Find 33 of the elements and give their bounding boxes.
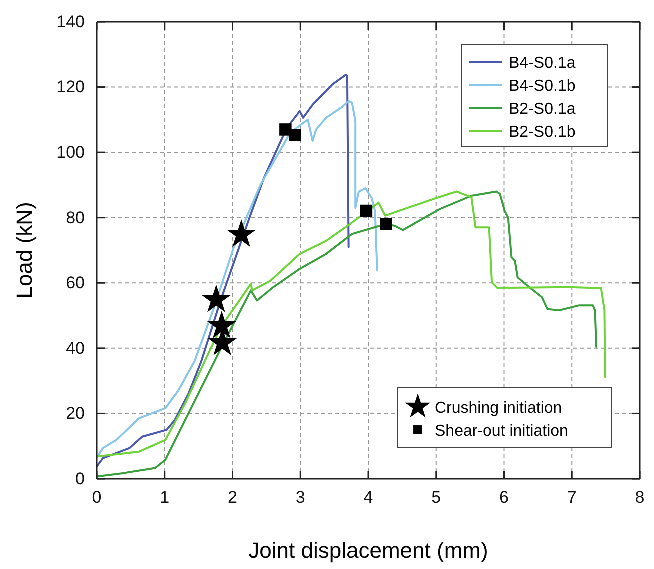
x-tick-label: 2: [228, 488, 238, 508]
y-tick-label: 40: [66, 338, 85, 358]
legend-label: B4-S0.1a: [509, 55, 576, 72]
point: [227, 220, 256, 248]
x-tick-label: 4: [364, 488, 374, 508]
y-tick-label: 80: [66, 208, 85, 228]
point: [202, 284, 231, 312]
x-tick-label: 3: [296, 488, 306, 508]
legend-label: B4-S0.1b: [509, 78, 576, 95]
y-tick-label: 120: [56, 78, 85, 97]
y-tick-label: 0: [76, 469, 85, 488]
x-tick-label: 5: [432, 488, 442, 508]
legend-label: Crushing initiation: [435, 400, 562, 417]
point: [380, 218, 392, 231]
line-series: [96, 100, 378, 459]
x-tick-label: 6: [500, 488, 509, 508]
legend-label: Shear-out initiation: [435, 423, 568, 440]
x-tick-label: 1: [160, 488, 170, 508]
point: [360, 204, 373, 218]
x-tick-label: 0: [92, 488, 102, 508]
legend-label: B2-S0.1a: [509, 101, 576, 118]
point: [289, 129, 302, 142]
y-tick-label: 20: [66, 404, 85, 424]
legend-label: B2-S0.1b: [509, 124, 576, 141]
y-tick-label: 100: [56, 143, 85, 162]
x-axis-title: Joint displacement (mm): [248, 538, 488, 563]
point: [207, 311, 236, 339]
y-axis-title: Load (kN): [12, 202, 37, 299]
y-tick-label: 60: [66, 274, 85, 293]
line-series: [96, 74, 350, 468]
y-tick-label: 140: [56, 12, 85, 32]
x-tick-label: 8: [635, 488, 645, 508]
x-tick-label: 7: [567, 488, 577, 508]
